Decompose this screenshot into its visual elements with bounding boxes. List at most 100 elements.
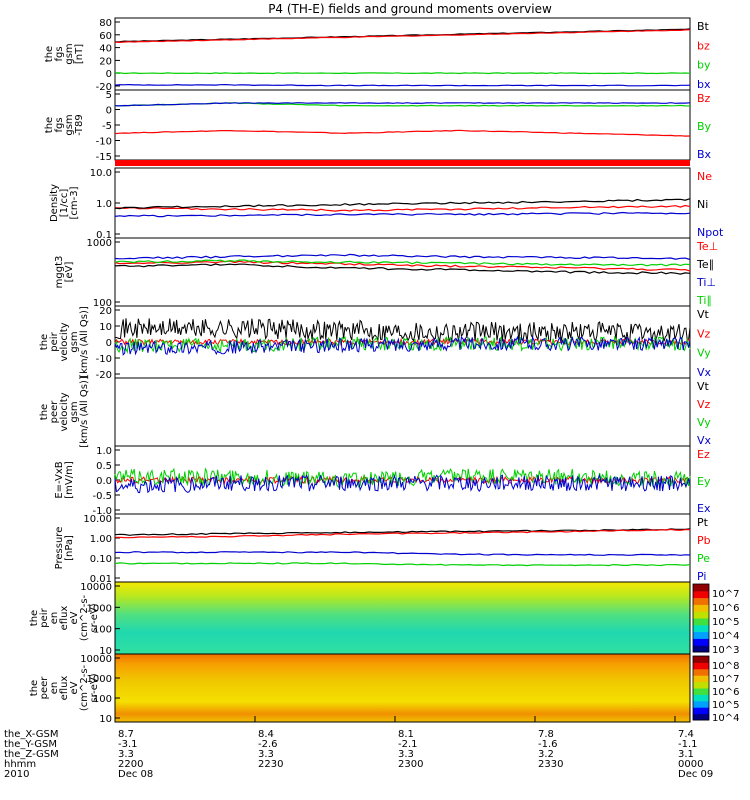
y-axis-label-line: sr-eV): [89, 603, 100, 632]
y-axis-label-line: the: [39, 334, 50, 350]
y-axis-label-line: gsm: [64, 43, 75, 64]
colorbar-segment: [693, 638, 709, 646]
y-tick-label: -15: [96, 152, 112, 163]
y-tick-label: 100: [93, 625, 112, 636]
panel-frame: [114, 377, 691, 447]
legend-Vy: Vy: [697, 416, 711, 429]
series-line-Vt: [114, 318, 691, 344]
x-axis-row-label: the_X-GSM: [4, 729, 58, 740]
y-tick-label: 10000: [80, 582, 112, 593]
y-axis-label-line: velocity: [59, 322, 70, 361]
colorbar-segment: [693, 597, 709, 605]
colorbar: 10^8 10^7 10^6 10^5 10^4: [692, 655, 739, 724]
y-axis-label-line: [km/s (All Qs)]: [79, 306, 90, 378]
y-axis-label: thepeervelocitygsm[km/s (All Qs)]: [39, 376, 90, 448]
colorbar-tick-label: 10^6: [712, 603, 739, 614]
y-axis-label: E=-VxB[mV/m]: [54, 461, 75, 499]
y-tick-label: 20: [99, 56, 112, 67]
y-axis-label-line: en: [49, 612, 60, 625]
y-axis-label-line: gsm: [64, 114, 75, 135]
panels: 806040200-20thefgsgsm[nT]Btbzbybx50-5-10…: [29, 17, 739, 725]
x-axis-row-label: 2010: [4, 769, 29, 780]
panel-10: 10^8 10^7 10^6 10^5 10^4 10000 1000 100 10 thepee…: [29, 653, 739, 725]
legend-By: By: [697, 120, 712, 133]
y-tick-label: 60: [99, 31, 112, 42]
y-axis-label-line: gsm: [69, 401, 80, 422]
colorbar-tick-label: 10^5: [712, 617, 739, 628]
x-axis-value: 2300: [398, 759, 423, 770]
y-tick-label: 10: [99, 646, 112, 657]
y-tick-label: -0.5: [92, 491, 112, 502]
y-tick-label: 100: [93, 298, 112, 309]
colorbar-segment: [693, 668, 709, 676]
y-tick-label: 1.00: [90, 534, 112, 545]
legend-Vt: Vt: [697, 308, 710, 321]
y-axis-label-line: fgs: [54, 117, 65, 132]
legend-Vz: Vz: [697, 398, 711, 411]
legend-Ez: Ez: [697, 448, 710, 461]
y-tick-label: 10: [99, 714, 112, 725]
y-axis-label-line: eV: [69, 611, 80, 624]
panel-frame: [114, 89, 691, 161]
y-tick-label: -5: [102, 121, 112, 132]
legend-Pb: Pb: [697, 534, 711, 547]
legend-Ti⊥: Ti⊥: [696, 276, 716, 289]
legend-Pe: Pe: [697, 552, 710, 565]
x-axis-value: 2200: [118, 759, 143, 770]
y-axis-label-line: -T89: [74, 114, 85, 136]
panel-frame: [114, 653, 691, 723]
y-axis-label-line: the: [39, 404, 50, 420]
colorbar-segment: [693, 713, 709, 721]
y-axis-label-line: eV: [69, 681, 80, 694]
series-line-Pt: [114, 528, 691, 536]
x-axis-value: 2230: [258, 759, 283, 770]
y-tick-label: 0: [106, 106, 112, 117]
y-tick-label: 40: [99, 44, 112, 55]
legend-Ne: Ne: [697, 170, 712, 183]
legend-Te⊥: Te⊥: [696, 240, 718, 253]
colorbar-tick-label: 10^6: [712, 687, 739, 698]
series-line-Pb: [115, 528, 690, 539]
x-axis-value: Dec 09: [678, 769, 713, 780]
x-axis-value: 2330: [538, 759, 563, 770]
legend-Vt: Vt: [697, 380, 710, 393]
legend-Ey: Ey: [697, 475, 711, 488]
y-tick-label: 10.00: [83, 514, 112, 525]
legend-Vz: Vz: [697, 327, 711, 340]
colorbar-segment: [693, 675, 709, 683]
y-axis-label-line: (cm^2-s-: [79, 594, 90, 641]
y-tick-label: 0.0: [96, 476, 112, 487]
colorbar-segment: [693, 611, 709, 619]
legend-Pt: Pt: [697, 516, 709, 529]
series-line-bx: [114, 83, 691, 87]
y-tick-label: 10.0: [90, 168, 112, 179]
x-axis-value: 3.1: [678, 749, 694, 760]
legend-Ti∥: Ti∥: [696, 294, 712, 307]
colorbar-segment: [693, 681, 709, 689]
y-axis-label: Density[1/cc][cm-3]: [49, 184, 80, 222]
y-tick-label: 1000: [87, 674, 112, 685]
x-axis-value: 8.7: [118, 729, 134, 740]
y-axis-label: Pressure[nPa]: [54, 527, 75, 570]
panel-frame: [114, 513, 691, 583]
y-axis-label-line: [mV/m]: [64, 461, 75, 499]
legend-Npot: Npot: [697, 226, 724, 239]
y-axis-label-line: the: [44, 117, 55, 133]
x-axis-value: -3.1: [118, 739, 138, 750]
y-tick-label: 0.5: [96, 461, 112, 472]
y-axis-label: thefgsgsm-T89: [44, 114, 85, 136]
colorbar-tick-label: 10^3: [712, 645, 739, 656]
x-axis-value: 7.4: [678, 729, 694, 740]
colorbar-segment: [693, 618, 709, 626]
legend-by: by: [697, 59, 711, 72]
y-axis-label-line: peir: [49, 331, 60, 351]
y-tick-label: -20: [96, 370, 112, 381]
colorbar-tick-label: 10^4: [712, 713, 739, 724]
y-axis-label-line: peer: [39, 676, 50, 700]
x-axis-value: 8.1: [398, 729, 414, 740]
series-line-Pi: [114, 551, 691, 556]
colorbar-segment: [693, 584, 709, 592]
colorbar-segment: [693, 662, 709, 670]
y-axis-label-line: the: [29, 610, 40, 626]
